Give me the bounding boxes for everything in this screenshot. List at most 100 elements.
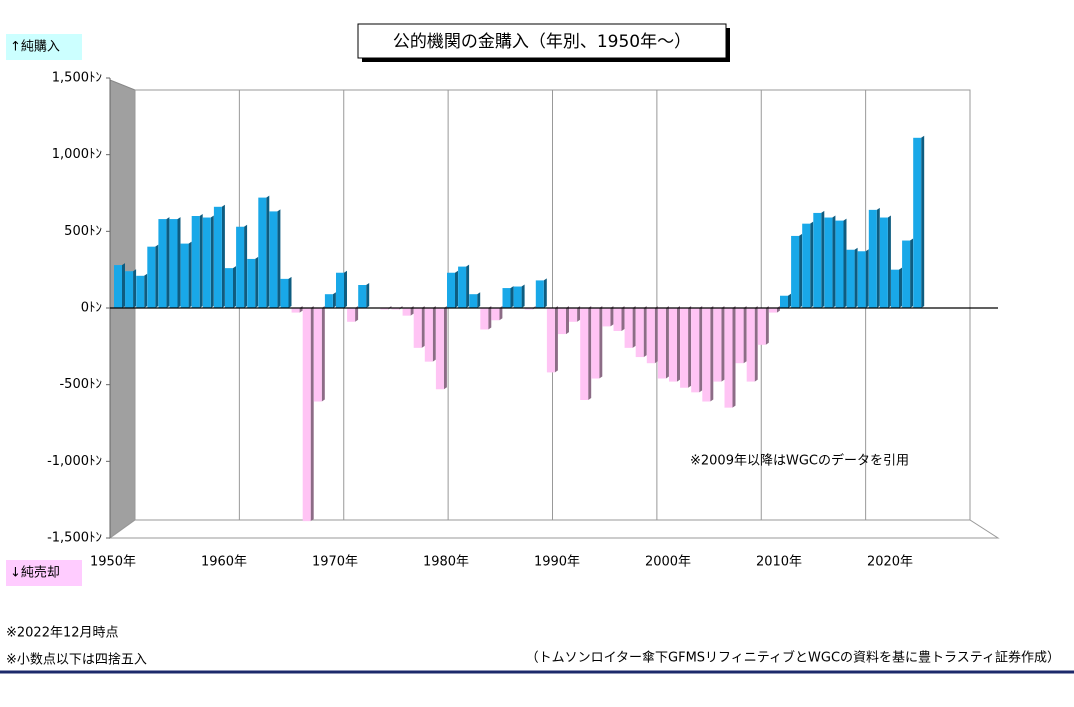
bar <box>269 211 278 308</box>
bar-side <box>577 306 581 322</box>
bar <box>669 308 677 382</box>
x-tick-label: 1980年 <box>423 555 469 570</box>
bar <box>591 308 600 379</box>
bar <box>458 266 467 308</box>
bar <box>147 246 156 308</box>
bar-side <box>588 306 592 400</box>
bar <box>136 275 145 308</box>
bar-side <box>810 221 814 308</box>
x-tick-label: 1960年 <box>201 555 247 570</box>
bar-side <box>610 306 614 327</box>
x-tick-label: 1970年 <box>312 555 358 570</box>
bar <box>258 197 267 308</box>
bar-side <box>366 283 370 308</box>
bar-side <box>710 306 714 402</box>
bar <box>402 308 411 316</box>
bar <box>891 269 899 308</box>
bar-side <box>432 306 436 362</box>
y-tick-label: -1,500ﾄﾝ <box>47 531 102 546</box>
bar-side <box>887 215 891 308</box>
bar-side <box>843 218 847 308</box>
x-tick-label: 2000年 <box>645 555 691 570</box>
y-tick-label: 1,500ﾄﾝ <box>52 71 102 86</box>
bar <box>424 308 433 362</box>
bar <box>380 308 389 310</box>
bar-side <box>188 241 192 308</box>
bar <box>313 308 322 402</box>
bar <box>502 288 511 308</box>
bar <box>358 285 367 308</box>
bar <box>480 308 489 330</box>
bar <box>191 216 200 308</box>
bar-side <box>155 244 159 308</box>
bar <box>114 265 122 308</box>
bar <box>324 294 333 308</box>
bar <box>646 308 655 364</box>
bar <box>613 308 622 331</box>
bar-side <box>721 306 725 382</box>
bar <box>868 209 877 308</box>
label-box <box>6 560 82 586</box>
bar-side <box>799 233 803 308</box>
bar-side <box>477 292 481 308</box>
bar-side <box>288 276 292 308</box>
bar-side <box>654 306 658 364</box>
bar <box>524 308 533 310</box>
bar-side <box>488 306 492 330</box>
bar-side <box>355 306 359 322</box>
bar-side <box>133 269 137 308</box>
source: （トムソンロイター傘下GFMSリフィニティブとWGCの資料を基に豊トラスティ証券… <box>526 650 1060 666</box>
bar <box>447 272 455 308</box>
bar <box>835 220 844 308</box>
bar <box>213 206 222 308</box>
bar <box>302 308 311 522</box>
note: ※2022年12月時点 <box>6 626 119 641</box>
bar-side <box>676 306 680 382</box>
bar <box>602 308 611 327</box>
bar-side <box>443 306 447 390</box>
bar-side <box>876 207 880 308</box>
bar-side <box>221 204 225 308</box>
bar <box>280 278 289 308</box>
y-label-bottom: ↓純売却 <box>10 565 60 581</box>
y-tick-label: -1,000ﾄﾝ <box>47 454 102 469</box>
x-tick-label: 1950年 <box>90 555 136 570</box>
y-tick-label: 500ﾄﾝ <box>64 224 102 239</box>
bar <box>902 240 911 308</box>
bar <box>169 219 178 308</box>
bar-side <box>632 306 636 348</box>
bar-side <box>821 210 825 308</box>
bar-side <box>232 266 236 308</box>
bar-side <box>832 215 836 308</box>
bar <box>202 217 211 308</box>
bar <box>513 286 522 308</box>
bar-side <box>166 217 170 308</box>
bar-side <box>199 214 203 308</box>
bar <box>225 268 233 308</box>
bar-side <box>321 306 325 402</box>
bar-side <box>699 306 703 393</box>
bar-side <box>121 263 125 308</box>
title-box <box>357 23 727 59</box>
bar-side <box>266 195 270 308</box>
bar <box>802 223 811 308</box>
x-tick-label: 2010年 <box>756 555 802 570</box>
bar <box>291 308 300 313</box>
bar-side <box>754 306 758 382</box>
bar-side <box>210 215 214 308</box>
bar-side <box>499 306 503 321</box>
bar <box>635 308 644 358</box>
bar-side <box>466 264 470 308</box>
bar-side <box>255 256 259 308</box>
bar <box>791 235 800 308</box>
bar <box>780 295 788 308</box>
bar-side <box>910 238 914 308</box>
bar <box>724 308 733 408</box>
y-label-top: ↑純購入 <box>10 40 60 55</box>
bar <box>125 271 134 308</box>
bar <box>558 308 566 335</box>
bar-side <box>244 224 248 308</box>
bar-side <box>921 135 925 308</box>
bar <box>624 308 633 348</box>
